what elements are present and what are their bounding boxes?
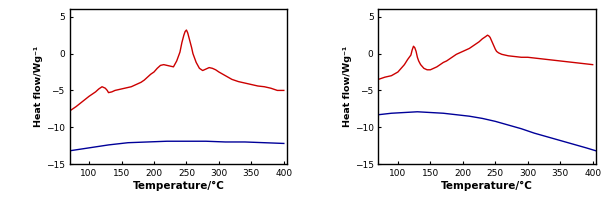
Y-axis label: Heat flow/Wg⁻¹: Heat flow/Wg⁻¹ — [34, 46, 43, 127]
X-axis label: Temperature/°C: Temperature/°C — [132, 181, 224, 191]
Y-axis label: Heat flow/Wg⁻¹: Heat flow/Wg⁻¹ — [343, 46, 352, 127]
X-axis label: Temperature/°C: Temperature/°C — [441, 181, 533, 191]
